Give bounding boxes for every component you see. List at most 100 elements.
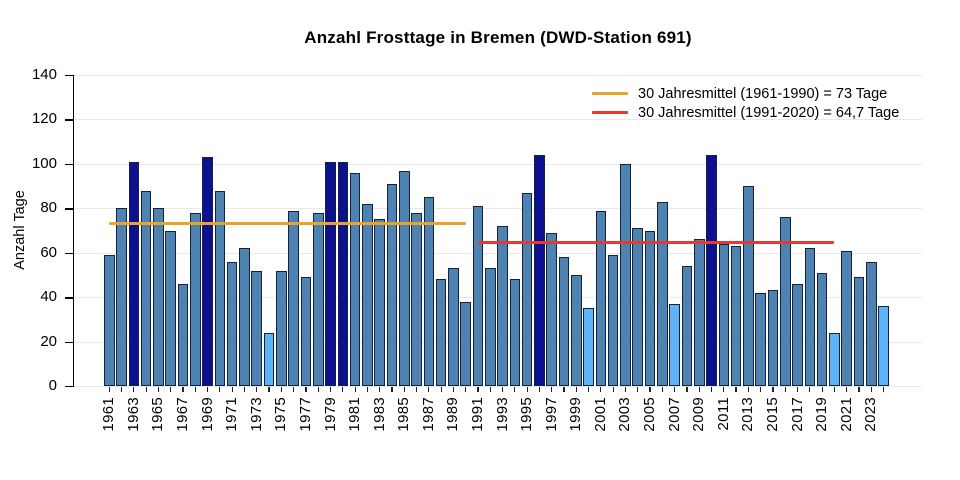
x-tick-label-1975: 1975: [272, 397, 290, 432]
x-tick-label-1999: 1999: [567, 397, 585, 432]
bar-1976: [288, 210, 299, 386]
bar-2019: [816, 272, 828, 386]
bar-1995: [521, 192, 533, 386]
x-tick-label-1991: 1991: [469, 397, 486, 432]
bar-1979: [325, 161, 336, 386]
bar-1966: [165, 230, 177, 386]
gridline-120: [74, 119, 922, 121]
x-tick-label-1993: 1993: [493, 397, 511, 432]
bar-1970: [214, 190, 226, 386]
x-tick-1961: [108, 387, 110, 392]
x-tick-1988: [440, 387, 442, 392]
x-tick-1983: [379, 387, 381, 392]
x-tick-1984: [391, 387, 393, 392]
bar-1972: [239, 248, 250, 386]
y-axis-line: [73, 75, 75, 387]
x-tick-label-2001: 2001: [591, 397, 609, 432]
x-tick-1967: [182, 387, 184, 392]
x-tick-1969: [207, 387, 209, 392]
x-tick-2004: [637, 387, 639, 392]
gridline-80: [74, 208, 922, 210]
y-tick-40: [65, 297, 73, 299]
x-tick-2016: [784, 387, 786, 392]
x-tick-label-1985: 1985: [395, 397, 413, 432]
legend-label-1: 30 Jahresmittel (1961-1990) = 73 Tage: [638, 85, 888, 102]
x-tick-label-2019: 2019: [813, 397, 831, 432]
x-tick-1985: [403, 387, 405, 392]
x-tick-2009: [698, 387, 700, 392]
x-tick-label-1965: 1965: [149, 397, 167, 432]
x-tick-1980: [342, 387, 344, 392]
y-tick-120: [65, 119, 73, 121]
x-tick-label-1961: 1961: [100, 397, 118, 432]
x-tick-1971: [231, 387, 233, 392]
bar-1973: [251, 270, 263, 386]
bar-1987: [423, 197, 435, 386]
x-tick-2023: [870, 387, 872, 392]
x-tick-1974: [268, 387, 270, 392]
bar-1998: [558, 257, 570, 386]
x-tick-1977: [305, 387, 307, 392]
x-tick-label-2011: 2011: [714, 397, 732, 431]
x-tick-1963: [133, 387, 135, 392]
x-tick-1992: [489, 387, 491, 392]
bar-2008: [681, 266, 693, 386]
x-tick-2000: [588, 387, 590, 392]
x-tick-2001: [600, 387, 602, 392]
bar-1994: [509, 279, 521, 386]
x-tick-label-2013: 2013: [739, 397, 757, 432]
x-tick-1968: [194, 387, 196, 392]
bar-2023: [865, 261, 877, 386]
bar-2014: [755, 292, 766, 386]
bar-2013: [743, 186, 754, 386]
x-tick-1987: [428, 387, 430, 392]
x-tick-1994: [514, 387, 516, 392]
x-tick-2002: [612, 387, 614, 392]
x-tick-2024: [882, 387, 885, 392]
bar-2024: [878, 306, 889, 386]
bar-2001: [595, 210, 607, 386]
bar-2009: [693, 239, 705, 386]
bar-2003: [620, 163, 631, 386]
y-tick-80: [65, 208, 73, 210]
x-tick-1995: [526, 387, 528, 392]
bar-1985: [398, 170, 410, 386]
bar-2000: [583, 308, 594, 386]
x-tick-2012: [735, 387, 737, 392]
x-tick-label-2005: 2005: [641, 397, 659, 432]
x-tick-label-2015: 2015: [763, 397, 781, 432]
x-tick-2020: [833, 387, 835, 392]
x-tick-2013: [747, 387, 749, 392]
bar-1974: [263, 332, 275, 386]
y-tick-20: [65, 341, 73, 343]
x-tick-1989: [452, 387, 454, 392]
bar-1969: [202, 157, 213, 386]
bar-2010: [706, 154, 717, 386]
bar-2012: [730, 246, 742, 386]
x-tick-label-1969: 1969: [198, 397, 216, 432]
bar-1983: [374, 219, 385, 386]
x-tick-1986: [415, 387, 418, 392]
x-tick-label-1971: 1971: [223, 397, 241, 432]
y-tick-label-40: 40: [40, 288, 57, 306]
x-tick-label-2021: 2021: [837, 397, 855, 432]
x-tick-label-2003: 2003: [616, 397, 634, 432]
gridline-0: [74, 386, 922, 387]
bar-1962: [116, 208, 127, 386]
x-tick-2021: [846, 387, 848, 392]
x-tick-label-1981: 1981: [346, 397, 364, 432]
x-tick-label-1979: 1979: [321, 397, 339, 432]
bar-1975: [276, 270, 287, 386]
x-tick-label-1987: 1987: [419, 397, 437, 432]
bar-2018: [804, 248, 816, 386]
x-tick-1998: [563, 387, 565, 392]
x-tick-2010: [710, 387, 713, 392]
bar-2007: [669, 303, 680, 386]
x-tick-label-1963: 1963: [124, 397, 142, 432]
bar-1967: [177, 283, 189, 386]
x-tick-1991: [477, 387, 479, 392]
x-tick-1965: [157, 387, 160, 392]
x-tick-1975: [280, 387, 282, 392]
bar-1965: [153, 208, 164, 386]
